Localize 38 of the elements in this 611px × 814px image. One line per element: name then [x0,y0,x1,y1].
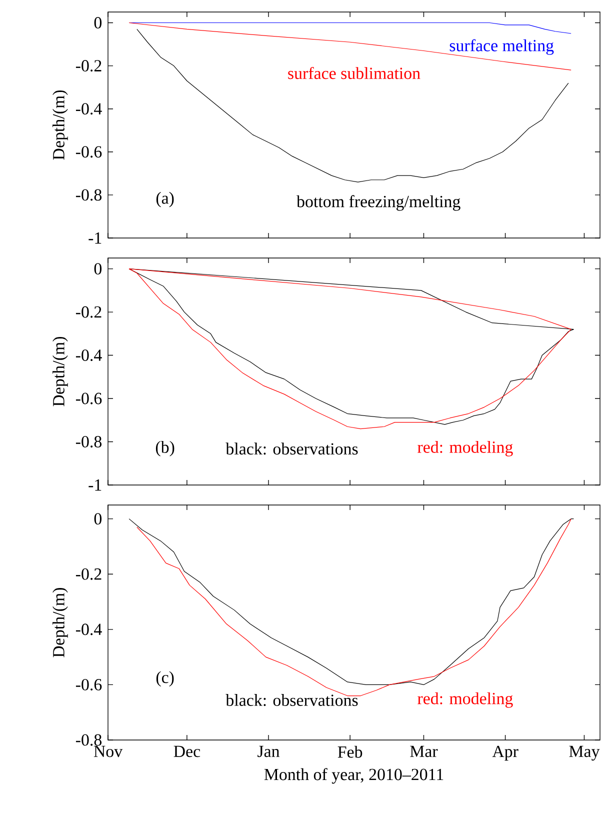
series-label: surface melting [450,39,554,55]
y-tick-label: -0.2 [76,60,102,72]
y-tick-label: -0.6 [76,678,102,690]
x-tick-label: Apr [492,746,518,761]
y-tick-label: -0.4 [76,350,102,362]
y-tick-label: -0.2 [76,306,102,318]
y-tick-label: -0.8 [76,436,102,448]
series-label: surface sublimation [288,66,420,80]
annotation: (b) [156,441,174,456]
y-tick-label: -1 [88,232,102,244]
y-axis-title: Depth/(m) [52,90,68,160]
annotation: (a) [156,192,174,208]
y-tick-label: -0.4 [76,624,102,636]
x-tick-label: May [569,746,600,761]
y-tick-label: 0 [94,263,102,275]
x-tick-label: Nov [94,746,123,758]
x-axis-title: Month of year, 2010–2011 [264,768,444,784]
series-label: red: modeling [418,440,513,456]
y-axis-title: Depth/(m) [52,588,68,658]
annotation: (c) [156,671,174,687]
y-axis-title: Depth/(m) [52,336,68,406]
series-label: bottom freezing/melting [296,195,460,211]
y-tick-label: -0.4 [76,103,102,115]
series-label: red: modeling [418,692,513,708]
series-label: black: observations [226,694,358,706]
y-tick-label: -0.6 [76,146,102,158]
x-tick-label: Feb [338,746,362,758]
y-tick-label: -0.8 [76,189,102,201]
x-tick-label: Dec [174,746,200,758]
x-tick-label: Jan [258,746,280,758]
y-tick-label: -0.8 [76,734,102,746]
y-tick-label: -0.2 [76,568,102,580]
series-label: black: observations [226,442,358,455]
x-tick-label: Mar [410,746,438,758]
y-tick-label: 0 [94,17,102,28]
y-tick-label: -1 [88,479,102,491]
y-tick-label: 0 [94,513,102,525]
y-tick-label: -0.6 [76,392,102,404]
